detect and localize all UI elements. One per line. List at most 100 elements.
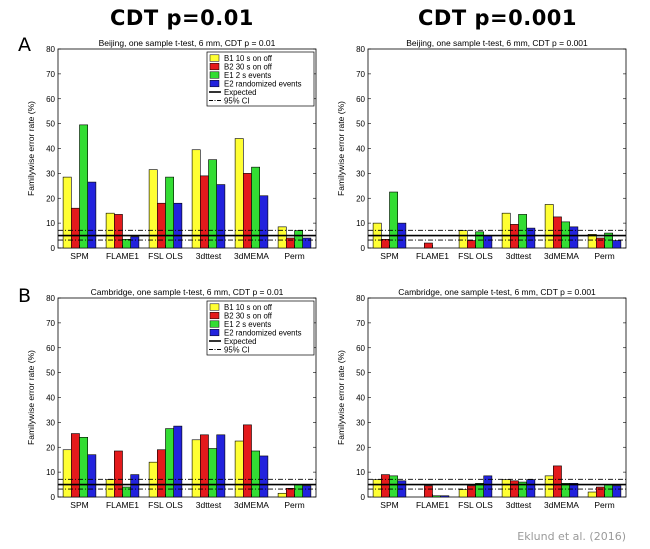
- y-tick-label: 80: [356, 45, 365, 54]
- bar-e2: [87, 454, 97, 498]
- y-tick-label: 20: [46, 194, 55, 203]
- y-tick-label: 80: [356, 294, 365, 303]
- y-tick-label: 80: [46, 294, 55, 303]
- bar-e1: [518, 214, 527, 249]
- bar-e2: [569, 483, 579, 498]
- legend: [206, 300, 315, 356]
- bar-e1: [122, 238, 131, 249]
- y-tick-label: 70: [46, 70, 55, 79]
- bar-e2: [259, 455, 269, 498]
- bar-b2: [553, 465, 562, 498]
- bar-b1: [62, 176, 72, 249]
- chart-beijing-cdt-001: Beijing, one sample t-test, 6 mm, CDT p …: [26, 38, 317, 261]
- y-tick-label: 30: [46, 169, 55, 178]
- y-tick-label: 70: [46, 319, 55, 328]
- legend-label: 95% CI: [224, 346, 250, 355]
- x-tick-label: 3dttest: [506, 251, 532, 261]
- bar-b2: [424, 242, 433, 249]
- bar-b2: [157, 449, 166, 498]
- legend-label: B2 30 s on off: [224, 63, 273, 72]
- bar-b1: [458, 489, 468, 498]
- y-tick-label: 40: [356, 394, 365, 403]
- bar-e2: [173, 202, 183, 249]
- legend-label: B2 30 s on off: [224, 312, 273, 321]
- x-tick-label: 3dttest: [506, 500, 532, 510]
- bar-b2: [114, 214, 123, 249]
- legend-label: B1 10 s on off: [224, 54, 273, 63]
- row-label-a: A: [18, 34, 31, 56]
- y-tick-label: 30: [356, 169, 365, 178]
- y-axis-label: Familywise error rate (%): [26, 101, 36, 196]
- bar-e1: [208, 448, 217, 498]
- x-tick-label: Perm: [594, 500, 614, 510]
- bar-b2: [285, 237, 295, 249]
- y-tick-label: 60: [356, 344, 365, 353]
- bar-e2: [302, 485, 312, 498]
- legend-label: B1 10 s on off: [224, 303, 273, 312]
- y-tick-label: 50: [356, 120, 365, 129]
- x-tick-label: SPM: [380, 500, 398, 510]
- legend-label: 95% CI: [224, 97, 250, 106]
- y-tick-label: 30: [356, 418, 365, 427]
- x-tick-label: FSL OLS: [148, 251, 183, 261]
- legend-label: E2 randomized events: [224, 329, 302, 338]
- x-tick-label: SPM: [70, 251, 88, 261]
- bar-b1: [191, 439, 201, 498]
- y-tick-label: 60: [356, 95, 365, 104]
- chart-title: Cambridge, one sample t-test, 6 mm, CDT …: [91, 287, 284, 297]
- bar-b1: [372, 479, 382, 498]
- y-tick-label: 20: [356, 443, 365, 452]
- bar-e2: [526, 479, 536, 498]
- legend-swatch: [209, 54, 220, 62]
- bar-e1: [432, 495, 441, 498]
- column-heading-right: CDT p=0.001: [418, 6, 578, 30]
- bar-e1: [294, 230, 303, 249]
- bar-e2: [526, 227, 536, 249]
- bar-b1: [458, 230, 468, 249]
- bar-e2: [173, 425, 183, 498]
- bar-e1: [79, 437, 88, 498]
- bar-b2: [595, 237, 605, 249]
- x-tick-label: FLAME1: [106, 500, 139, 510]
- bar-e1: [251, 450, 260, 498]
- y-tick-label: 20: [356, 194, 365, 203]
- legend-label: E2 randomized events: [224, 80, 302, 89]
- chart-title: Beijing, one sample t-test, 6 mm, CDT p …: [406, 38, 588, 48]
- x-tick-label: Perm: [594, 251, 614, 261]
- x-tick-label: Perm: [284, 500, 304, 510]
- y-tick-label: 0: [51, 244, 56, 253]
- x-tick-label: FLAME1: [106, 251, 139, 261]
- x-tick-label: FLAME1: [416, 500, 449, 510]
- legend: [206, 51, 315, 107]
- bar-e2: [612, 240, 622, 249]
- y-tick-label: 60: [46, 344, 55, 353]
- bar-b2: [285, 487, 295, 498]
- bar-b2: [424, 485, 433, 498]
- bar-e1: [389, 191, 398, 249]
- bar-e2: [483, 235, 493, 249]
- chart-cambridge-cdt-0001: Cambridge, one sample t-test, 6 mm, CDT …: [336, 287, 627, 510]
- bar-b2: [380, 474, 390, 498]
- bar-e2: [569, 226, 579, 249]
- y-tick-label: 20: [46, 443, 55, 452]
- x-tick-label: 3dttest: [196, 500, 222, 510]
- bar-e1: [604, 484, 613, 498]
- bar-b1: [105, 479, 115, 498]
- bar-e2: [216, 184, 226, 249]
- bar-e2: [302, 237, 312, 249]
- bar-b2: [467, 485, 476, 498]
- bar-b1: [501, 479, 511, 498]
- citation: Eklund et al. (2016): [517, 530, 626, 543]
- y-tick-label: 40: [356, 145, 365, 154]
- bar-b2: [595, 486, 605, 498]
- bar-e1: [165, 428, 174, 498]
- y-tick-label: 70: [356, 319, 365, 328]
- y-tick-label: 0: [361, 244, 366, 253]
- chart-cambridge-cdt-001: Cambridge, one sample t-test, 6 mm, CDT …: [26, 287, 317, 510]
- plot-area: [367, 297, 627, 498]
- y-tick-label: 80: [46, 45, 55, 54]
- y-tick-label: 0: [51, 493, 56, 502]
- bar-e2: [130, 236, 140, 249]
- y-tick-label: 60: [46, 95, 55, 104]
- x-tick-label: FSL OLS: [458, 251, 493, 261]
